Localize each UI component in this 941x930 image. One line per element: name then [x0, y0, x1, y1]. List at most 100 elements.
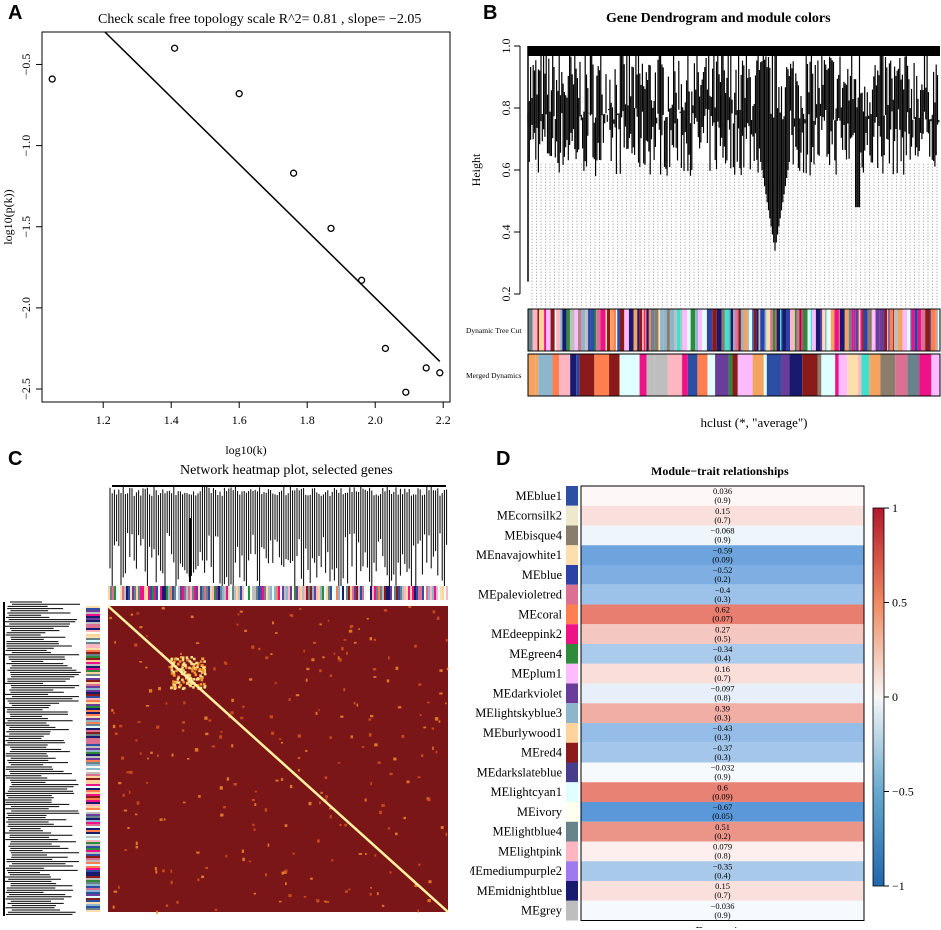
plot-frame — [41, 31, 451, 403]
correlation-cell — [581, 703, 864, 723]
module-label: MEivory — [517, 805, 563, 819]
data-point — [289, 169, 298, 177]
correlation-cell — [581, 782, 864, 802]
module-label: MElightblue4 — [493, 825, 563, 839]
p-value: (0.2) — [714, 574, 730, 584]
dendrogram-leaves — [531, 163, 938, 308]
colorbar-tick-label: −1 — [892, 879, 905, 893]
module-swatch — [566, 723, 578, 743]
module-swatch — [566, 604, 578, 625]
gene-dendrogram-chart: 0.2 0.4 0.6 0.8 1.0 Height Dynamic Tree Cut Mer… — [466, 39, 941, 430]
module-swatch — [566, 505, 578, 526]
y-axis-label: log10(p(k)) — [1, 189, 15, 244]
module-swatch — [566, 545, 578, 565]
module-swatch — [566, 841, 578, 862]
scale-free-topology-chart: 1.2 1.4 1.6 1.8 2.0 2.2 −2.5 −2.0 −1.5 −1.0 −0.5 lo… — [1, 31, 451, 457]
module-label: MEbisque4 — [504, 528, 562, 542]
data-point — [48, 75, 56, 83]
merged-dynamics-colors — [528, 354, 940, 396]
correlation-cell — [581, 881, 864, 901]
correlation-value: −0.59 — [713, 545, 733, 555]
module-label: MEburlywood1 — [483, 726, 562, 740]
module-label: MEmidnightblue — [477, 884, 563, 898]
module-swatch — [566, 762, 578, 783]
data-point — [436, 369, 444, 377]
panel-b-title: Gene Dendrogram and module colors — [606, 11, 831, 26]
p-value: (0.3) — [714, 732, 730, 742]
module-swatch — [566, 663, 578, 684]
panel-a-letter: A — [8, 2, 23, 24]
x-tick-label: 2.2 — [436, 413, 451, 427]
p-value: (0.3) — [714, 752, 730, 762]
data-point — [381, 344, 390, 353]
correlation-cell — [581, 802, 864, 822]
x-axis-label: Depression — [696, 924, 750, 929]
x-tick-label: 1.4 — [164, 413, 179, 427]
p-value: (0.07) — [712, 614, 733, 624]
correlation-value: −0.032 — [711, 763, 735, 773]
p-value: (0.7) — [714, 515, 730, 525]
y-tick-label: 0.6 — [499, 163, 513, 178]
correlation-cell — [581, 644, 864, 664]
correlation-cell — [581, 604, 864, 625]
correlation-value: −0.097 — [711, 684, 735, 694]
p-value: (0.8) — [714, 693, 730, 703]
p-value: (0.2) — [714, 831, 730, 841]
correlation-cell — [581, 624, 864, 644]
module-label: MEgrey — [521, 904, 563, 918]
p-value: (0.09) — [712, 554, 733, 564]
correlation-cell — [581, 762, 864, 783]
correlation-value: −0.036 — [711, 901, 735, 911]
module-swatch — [566, 703, 578, 723]
p-value: (0.09) — [712, 791, 733, 801]
heatmap-diagonal — [107, 605, 449, 913]
module-label: MElightskyblue3 — [475, 706, 562, 720]
module-label: MEcornsilk2 — [497, 509, 562, 523]
module-label: MEdarkslateblue — [477, 765, 563, 779]
correlation-value: −0.37 — [713, 743, 733, 753]
data-point — [357, 276, 366, 284]
color-row-frame — [527, 308, 941, 352]
correlation-cell — [581, 545, 864, 565]
module-label: MEcoral — [518, 607, 562, 621]
top-module-strip — [108, 586, 448, 600]
module-swatch — [566, 802, 578, 822]
x-axis-label: hclust (*, "average") — [701, 415, 808, 430]
correlation-value: 0.079 — [713, 842, 732, 852]
y-tick-label: 0.8 — [499, 101, 513, 116]
panel-d-title: Module−trait relationships — [651, 464, 789, 478]
fit-line — [104, 31, 441, 362]
p-value: (0.4) — [714, 653, 730, 663]
correlation-value: 0.27 — [715, 624, 730, 634]
module-swatch — [566, 683, 578, 704]
panel-c-letter: C — [8, 448, 23, 470]
panel-b-letter: B — [483, 2, 498, 24]
module-label: MEred4 — [521, 746, 563, 760]
correlation-value: 0.51 — [715, 822, 730, 832]
heatmap-frame — [580, 485, 865, 921]
x-axis-label: log10(k) — [225, 443, 266, 457]
correlation-cell — [581, 900, 864, 921]
network-heatmap-chart — [3, 485, 449, 916]
colorbar — [872, 507, 885, 887]
correlation-value: −0.35 — [713, 861, 733, 871]
module-label: MEdeeppink2 — [491, 627, 562, 641]
module-swatch — [566, 644, 578, 664]
data-point — [235, 90, 243, 98]
left-dendrogram — [3, 601, 81, 916]
y-tick-label: −1.0 — [19, 135, 33, 157]
color-row-label: Dynamic Tree Cut — [466, 326, 522, 335]
module-label: MEdarkviolet — [493, 686, 563, 700]
p-value: (0.7) — [714, 890, 730, 900]
correlation-cell — [581, 821, 864, 842]
correlation-value: 0.15 — [715, 506, 730, 516]
y-axis-label: Height — [469, 153, 483, 186]
panel-d-letter: D — [496, 448, 511, 470]
p-value: (0.4) — [714, 870, 730, 880]
module-label: MEpalevioletred — [478, 588, 563, 602]
correlation-value: −0.43 — [713, 723, 733, 733]
y-tick-label: 1.0 — [499, 39, 513, 54]
y-tick-label: 0.4 — [499, 225, 513, 240]
x-tick-label: 2.0 — [368, 413, 383, 427]
correlation-value: 0.16 — [715, 664, 730, 674]
